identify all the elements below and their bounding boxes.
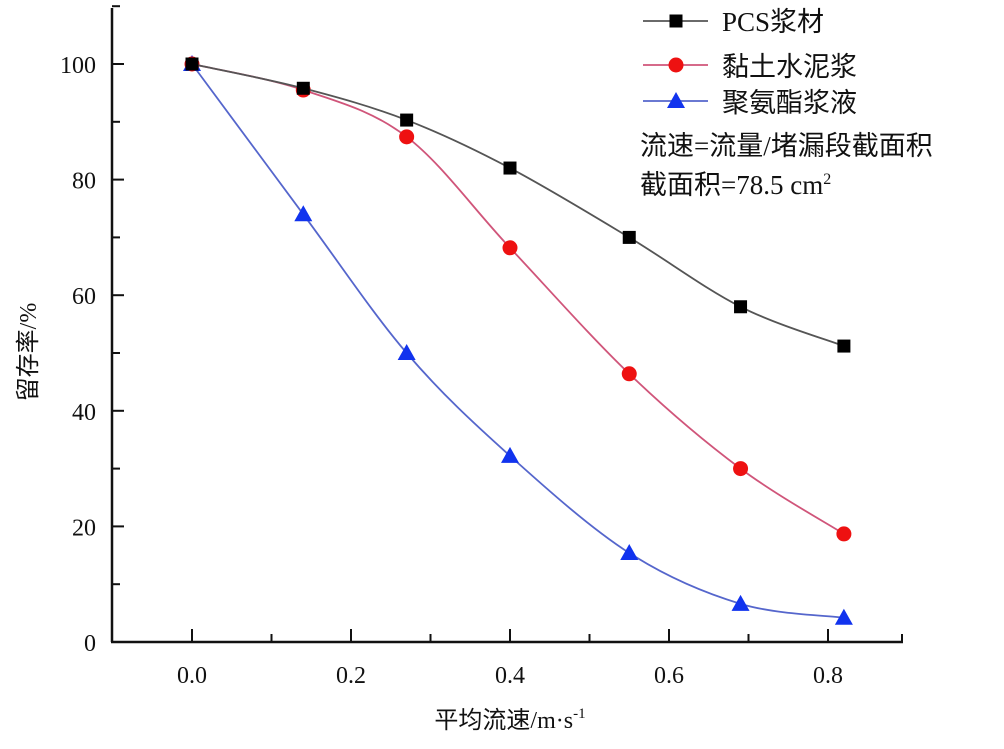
legend-label-pcs: PCS浆材 [722,7,824,37]
legend-triangle-icon [667,92,685,108]
marker-triangle-icon [501,446,519,463]
marker-triangle-icon [834,608,853,625]
marker-triangle-icon [731,594,750,611]
series-group [183,55,853,625]
marker-square-icon [185,57,199,71]
y-tick-label: 60 [72,284,96,310]
marker-circle-icon [621,366,637,382]
marker-circle-icon [733,461,749,477]
series-pcs [185,57,851,353]
marker-circle-icon [502,240,518,256]
annotation-area: 截面积=78.5 cm2 [640,170,831,200]
marker-square-icon [296,81,310,95]
y-tick-label: 40 [72,400,96,426]
marker-square-icon [837,339,851,353]
y-tick-label: 100 [60,53,96,79]
marker-square-icon [503,161,517,175]
series-clay-cement [184,56,852,542]
x-tick-label: 0.2 [336,663,366,689]
marker-square-icon [622,230,636,244]
marker-triangle-icon [620,543,639,560]
legend: PCS浆材 黏土水泥浆 聚氨酯浆液 流速=流量/堵漏段截面积 截面积=78.5 … [640,7,933,200]
marker-circle-icon [399,129,415,145]
x-tick-label: 0.0 [177,663,207,689]
series-polyurethane [183,55,853,625]
legend-label-clay-cement: 黏土水泥浆 [722,52,857,82]
marker-square-icon [734,300,748,314]
marker-triangle-icon [397,344,416,360]
y-tick-label: 0 [84,631,96,657]
x-axis-title: 平均流速/m·s-1 [434,706,585,734]
legend-circle-icon [668,57,684,73]
x-tick-label: 0.8 [813,663,843,689]
legend-square-icon [669,14,683,28]
axes: 0 20 40 60 80 100 0.0 0.2 0.4 0.6 0.8 [60,5,903,689]
y-axis-title: 留存率/% [15,303,42,402]
y-tick-label: 80 [72,169,96,195]
annotation-velocity-formula: 流速=流量/堵漏段截面积 [640,131,933,161]
x-tick-label: 0.4 [495,663,525,689]
marker-circle-icon [836,526,852,542]
marker-square-icon [400,113,414,127]
y-tick-label: 20 [72,515,96,541]
legend-label-polyurethane: 聚氨酯浆液 [722,88,857,118]
x-tick-label: 0.6 [654,663,684,689]
marker-triangle-icon [294,205,313,222]
